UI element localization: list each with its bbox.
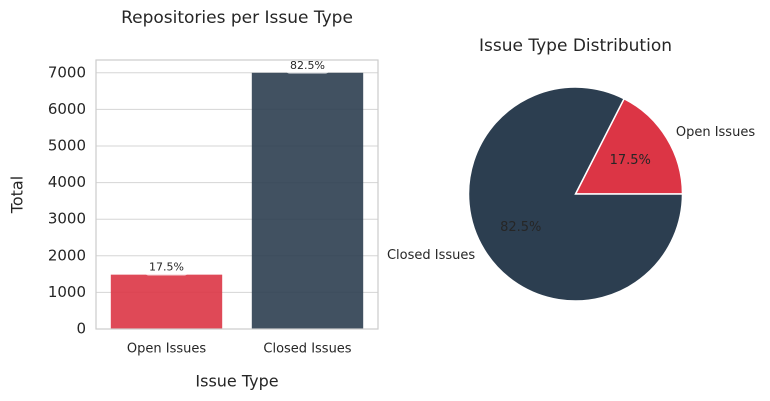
share-label-box [286, 57, 329, 74]
pie-slice [574, 97, 684, 195]
chart-title: Repositories per Issue Type [121, 8, 353, 28]
share-label-box [145, 259, 188, 276]
y-tick-label: 5000 [48, 137, 86, 155]
x-tick-label: Closed Issues [263, 342, 351, 357]
y-tick-label: 3000 [48, 210, 86, 228]
y-tick-label: 6000 [48, 100, 86, 118]
bar [110, 274, 223, 329]
pie-value-label: 17.5% [610, 153, 651, 168]
x-tick-label: Open Issues [127, 342, 206, 357]
axes-frame [95, 59, 379, 330]
pie-slice [467, 86, 684, 302]
x-axis-label: Issue Type [195, 372, 278, 391]
y-tick-label: 0 [76, 320, 86, 338]
chart-title: Issue Type Distribution [479, 36, 672, 56]
y-axis-label: Total [8, 176, 27, 214]
share-label: 17.5% [149, 261, 184, 274]
y-tick-label: 1000 [48, 283, 86, 301]
y-tick-label: 2000 [48, 246, 86, 264]
y-tick-label: 7000 [48, 63, 86, 81]
pie-label: Closed Issues [387, 248, 475, 263]
share-label: 82.5% [290, 59, 325, 72]
pie-label: Open Issues [676, 125, 755, 140]
bar [251, 72, 364, 330]
y-tick-label: 4000 [48, 173, 86, 191]
pie-value-label: 82.5% [500, 220, 541, 235]
